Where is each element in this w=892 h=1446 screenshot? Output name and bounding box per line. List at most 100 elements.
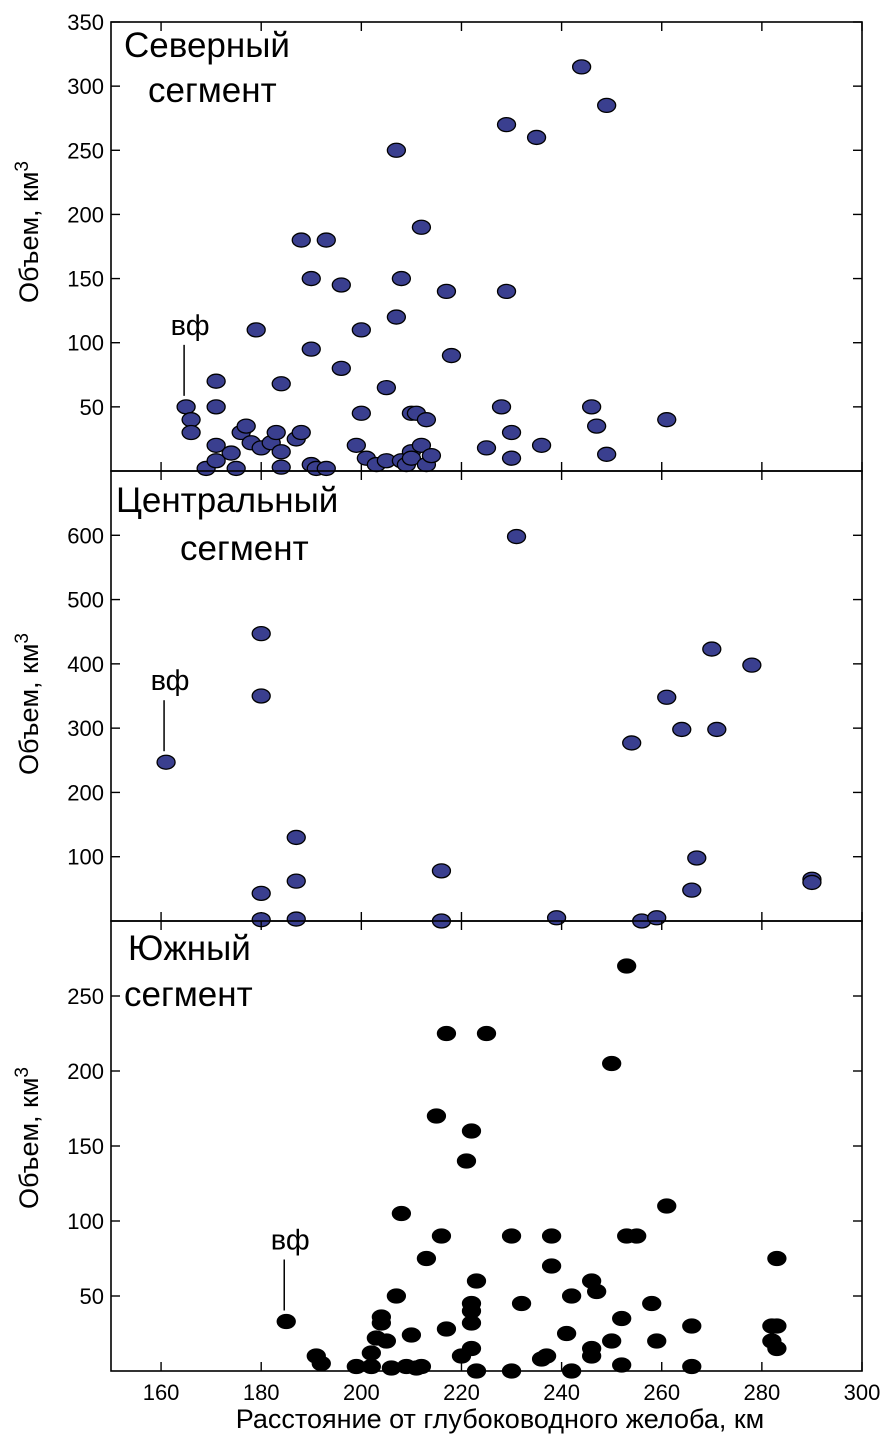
y-tick-label: 600 [67, 523, 104, 548]
x-tick-label: 180 [243, 1380, 280, 1405]
data-point [386, 142, 407, 158]
panel-2: 100 200 300 400 500 600 Объем, км3 Центральный с… [12, 470, 863, 929]
data-point [226, 460, 246, 477]
data-point [251, 885, 271, 902]
y-tick-label: 250 [67, 138, 104, 163]
x-tick-label: 300 [844, 1380, 881, 1405]
y-tick-label: 400 [67, 652, 104, 677]
y-tick-label: 100 [67, 331, 104, 356]
data-point [561, 1288, 582, 1304]
data-point [361, 1345, 381, 1361]
data-point [411, 437, 432, 453]
data-point [181, 424, 201, 441]
data-point [541, 1258, 562, 1274]
y-tick-label: 100 [67, 845, 104, 870]
data-point [291, 232, 311, 248]
panel-title-line-1: Южный [128, 929, 251, 968]
data-point [461, 1340, 482, 1357]
data-point [496, 283, 517, 300]
data-point [431, 1228, 452, 1244]
data-point [346, 437, 366, 453]
data-point [176, 399, 196, 415]
x-tick-label: 160 [143, 1380, 180, 1405]
y-tick-label: 200 [67, 1059, 104, 1084]
data-point [802, 874, 822, 891]
y-axis-title-superscript: 3 [12, 161, 33, 172]
data-point [421, 447, 442, 464]
y-tick-label: 300 [67, 74, 104, 99]
x-axis-title: Расстояние от глубоководного желоба, км [236, 1404, 764, 1434]
data-point [416, 1250, 437, 1267]
data-point [546, 910, 567, 926]
data-point [436, 1321, 457, 1337]
data-point [316, 232, 336, 248]
data-point [657, 412, 677, 428]
data-point [506, 528, 527, 545]
annotation-label: вф [171, 310, 210, 342]
data-point [687, 850, 707, 866]
data-point [206, 399, 226, 415]
data-point [586, 1283, 607, 1300]
data-point [536, 1348, 557, 1364]
data-point [476, 1025, 497, 1042]
y-tick-label: 100 [67, 1209, 104, 1234]
panel-1: 50 100 150 200 250 300 350 Объем, км3 Северный се… [12, 10, 863, 477]
data-point [682, 1358, 702, 1375]
y-tick-label: 50 [80, 395, 104, 420]
y-axis-title: Объем, км3 [12, 161, 45, 303]
data-point [291, 424, 311, 441]
data-point [301, 270, 321, 287]
data-point [401, 1327, 422, 1343]
data-point [541, 1228, 562, 1244]
data-point [301, 341, 321, 357]
data-point [271, 459, 291, 475]
annotation-label: вф [271, 1225, 310, 1257]
data-point [411, 1358, 432, 1375]
data-point [461, 1123, 482, 1139]
data-point [682, 882, 702, 898]
y-tick-label: 500 [67, 588, 104, 613]
y-tick-label: 250 [67, 984, 104, 1009]
data-point [371, 1315, 392, 1331]
data-point [156, 754, 176, 770]
data-point [386, 309, 407, 325]
data-point [501, 424, 522, 441]
data-point [251, 625, 271, 642]
data-point [206, 453, 226, 469]
data-point [511, 1295, 532, 1312]
y-axis-title-superscript: 3 [12, 1067, 33, 1078]
panel-3: 50 100 150 200 250 Объем, км3 Южный сегмент вф 16… [12, 920, 881, 1405]
data-point [181, 412, 201, 428]
data-point [331, 277, 351, 293]
y-tick-label: 150 [67, 267, 104, 292]
data-point [672, 721, 692, 738]
data-point [597, 97, 617, 114]
data-point [411, 219, 432, 235]
data-point [581, 1348, 602, 1364]
x-tick-label: 280 [744, 1380, 781, 1405]
data-point [266, 424, 286, 441]
data-point [496, 116, 517, 133]
data-point [602, 1333, 622, 1349]
data-point [702, 641, 722, 657]
data-point [642, 1295, 662, 1312]
data-point [311, 1355, 331, 1372]
data-point [461, 1315, 482, 1331]
data-point [657, 689, 677, 705]
data-point [316, 460, 336, 477]
data-point [286, 829, 306, 846]
data-point [491, 399, 512, 415]
data-point [767, 1318, 787, 1334]
data-point [466, 1363, 487, 1379]
y-axis-title-superscript: 3 [12, 633, 33, 644]
data-point [436, 283, 457, 300]
data-point [617, 958, 637, 974]
data-point [331, 360, 351, 377]
data-point [657, 1198, 677, 1214]
data-point [501, 450, 522, 466]
data-point [612, 1310, 632, 1327]
data-point [271, 376, 291, 392]
data-point [571, 59, 592, 75]
panel-title-line-2: сегмент [148, 71, 277, 110]
